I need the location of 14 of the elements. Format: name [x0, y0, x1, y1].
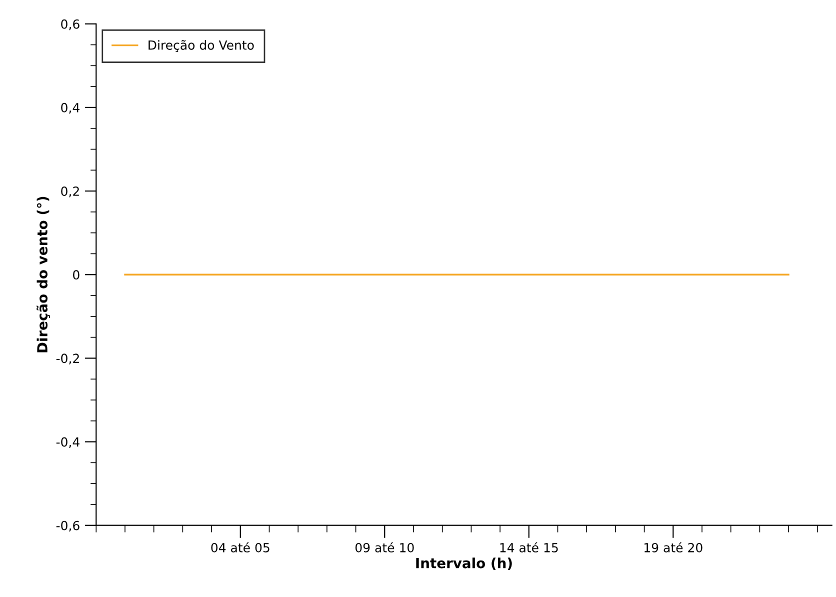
- y-tick-label: 0,6: [61, 19, 80, 30]
- y-tick-label: -0,6: [56, 520, 80, 532]
- y-tick-label: 0,2: [61, 186, 79, 198]
- x-tick-label: 04 até 05: [211, 542, 270, 552]
- y-axis-title: Direção do vento (°): [36, 196, 50, 352]
- x-axis-title: Intervalo (h): [416, 558, 512, 570]
- x-tick-label: 09 até 10: [355, 542, 414, 552]
- legend-label: Direção do Vento: [148, 40, 254, 52]
- y-tick-label: -0,2: [56, 354, 79, 364]
- y-tick-label: -0,4: [56, 437, 80, 448]
- y-tick-label: 0,4: [61, 102, 80, 114]
- x-tick-label: 14 até 15: [500, 542, 558, 552]
- y-tick-label: 0: [73, 270, 80, 280]
- x-tick-label: 19 até 20: [644, 542, 702, 552]
